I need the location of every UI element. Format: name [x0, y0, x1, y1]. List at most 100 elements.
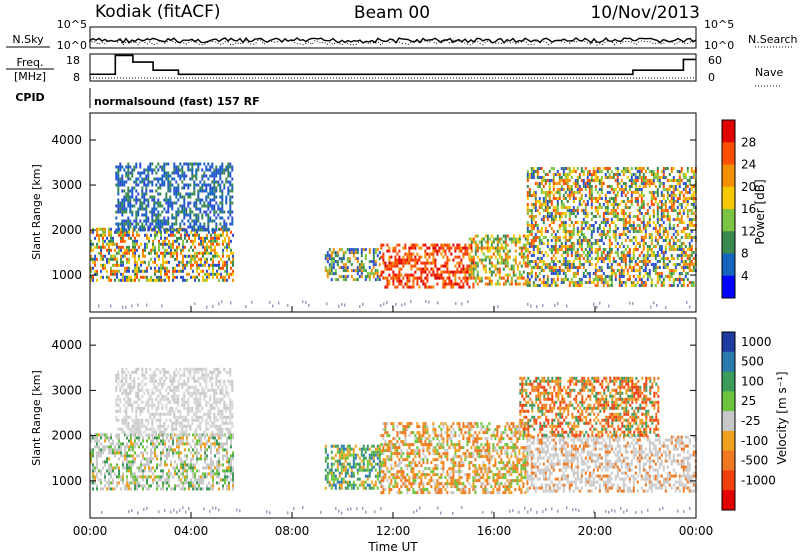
range-time-cell	[581, 281, 583, 284]
range-time-cell	[195, 202, 197, 205]
range-time-cell	[136, 234, 138, 237]
range-time-cell	[537, 227, 539, 230]
range-time-cell	[96, 258, 98, 261]
range-time-cell	[545, 209, 547, 212]
range-time-cell	[375, 248, 377, 251]
range-time-cell	[162, 481, 164, 484]
range-time-cell	[173, 166, 175, 169]
range-time-cell	[212, 267, 214, 270]
range-time-cell	[150, 439, 152, 442]
range-time-cell	[679, 191, 681, 194]
range-time-cell	[565, 239, 567, 242]
range-time-cell	[559, 218, 561, 221]
range-time-cell	[621, 275, 623, 278]
range-time-cell	[659, 176, 661, 179]
range-time-cell	[204, 264, 206, 267]
range-time-cell	[145, 190, 147, 193]
range-time-cell	[114, 472, 116, 475]
range-time-cell	[193, 175, 195, 178]
range-time-cell	[142, 475, 144, 478]
range-time-cell	[477, 256, 479, 259]
range-time-cell	[607, 230, 609, 233]
range-time-cell	[198, 264, 200, 267]
range-time-cell	[138, 481, 140, 484]
range-time-cell	[685, 185, 687, 188]
range-time-cell	[659, 179, 661, 182]
range-time-cell	[224, 454, 226, 457]
range-time-cell	[577, 206, 579, 209]
range-time-cell	[209, 190, 211, 193]
range-time-cell	[469, 271, 471, 274]
range-time-cell	[351, 251, 353, 254]
range-time-cell	[571, 212, 573, 215]
range-time-cell	[647, 254, 649, 257]
range-time-cell	[591, 173, 593, 176]
range-time-cell	[563, 224, 565, 227]
range-time-cell	[553, 281, 555, 284]
range-time-cell	[390, 265, 392, 268]
range-time-cell	[170, 255, 172, 258]
ground-scatter-cell	[686, 301, 688, 304]
range-time-cell	[549, 248, 551, 251]
ground-scatter-cell	[455, 302, 457, 305]
range-time-cell	[579, 254, 581, 257]
range-time-cell	[669, 269, 671, 272]
range-time-cell	[458, 256, 460, 259]
range-time-cell	[215, 217, 217, 220]
range-time-cell	[345, 263, 347, 266]
range-time-cell	[577, 242, 579, 245]
range-time-cell	[222, 249, 224, 252]
range-time-cell	[647, 245, 649, 248]
range-time-cell	[671, 203, 673, 206]
range-time-cell	[420, 271, 422, 274]
range-time-cell	[543, 236, 545, 239]
range-time-cell	[679, 263, 681, 266]
range-time-cell	[168, 469, 170, 472]
range-time-cell	[565, 167, 567, 170]
range-time-cell	[146, 478, 148, 481]
range-time-cell	[693, 197, 695, 200]
range-time-cell	[96, 454, 98, 457]
range-time-cell	[422, 244, 424, 247]
range-time-cell	[567, 179, 569, 182]
range-time-cell	[184, 475, 186, 478]
range-time-cell	[639, 266, 641, 269]
range-time-cell	[148, 240, 150, 243]
range-time-cell	[575, 284, 577, 287]
range-time-cell	[142, 463, 144, 466]
range-time-cell	[661, 251, 663, 254]
range-time-cell	[402, 262, 404, 265]
range-time-cell	[438, 250, 440, 253]
range-time-cell	[193, 220, 195, 223]
range-time-cell	[475, 265, 477, 268]
range-time-cell	[579, 260, 581, 263]
range-time-cell	[98, 252, 100, 255]
range-time-cell	[143, 220, 145, 223]
range-time-cell	[687, 233, 689, 236]
range-time-cell	[139, 226, 141, 229]
range-time-cell	[134, 460, 136, 463]
range-time-cell	[659, 230, 661, 233]
range-time-cell	[537, 170, 539, 173]
range-time-cell	[197, 190, 199, 193]
range-time-cell	[462, 268, 464, 271]
ground-scatter-cell	[194, 302, 196, 305]
range-time-cell	[214, 252, 216, 255]
range-time-cell	[175, 166, 177, 169]
range-time-cell	[436, 244, 438, 247]
range-time-cell	[140, 264, 142, 267]
range-time-cell	[547, 212, 549, 215]
range-time-cell	[410, 247, 412, 250]
range-time-cell	[611, 266, 613, 269]
range-time-cell	[210, 442, 212, 445]
range-time-cell	[693, 257, 695, 260]
range-time-cell	[154, 279, 156, 282]
range-time-cell	[601, 239, 603, 242]
range-time-cell	[595, 173, 597, 176]
range-time-cell	[151, 214, 153, 217]
range-time-cell	[657, 170, 659, 173]
range-time-cell	[587, 203, 589, 206]
range-time-cell	[559, 227, 561, 230]
range-time-cell	[203, 163, 205, 166]
range-time-cell	[629, 278, 631, 281]
